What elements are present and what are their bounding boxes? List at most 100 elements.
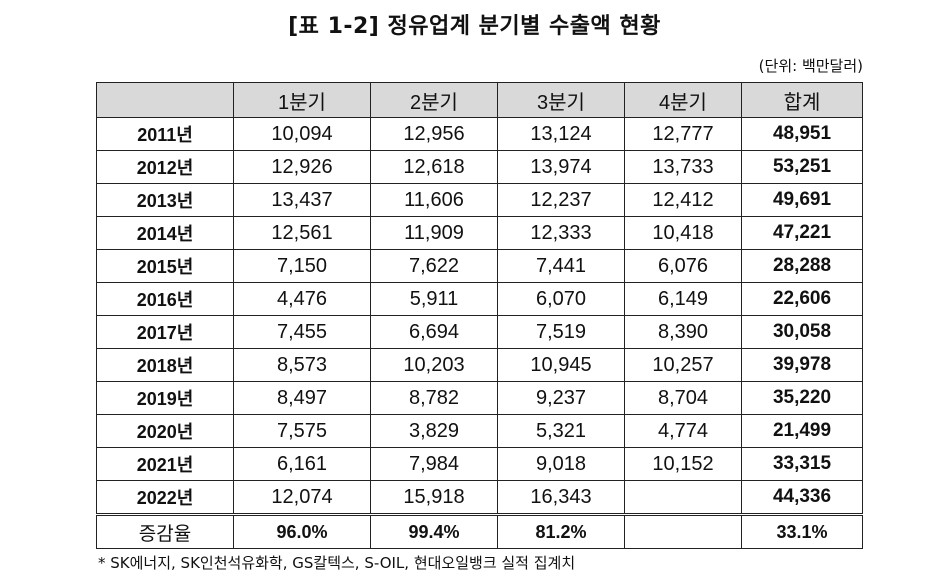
row-label: 2021년	[96, 447, 234, 481]
row-label: 2018년	[96, 348, 234, 382]
cell-q4	[624, 480, 742, 516]
row-label: 2015년	[96, 249, 234, 283]
cell-q4	[624, 514, 742, 549]
cell-q3: 9,018	[497, 447, 625, 481]
cell-total: 49,691	[741, 183, 863, 217]
row-label: 증감율	[96, 514, 234, 549]
table-row: 2011년 10,094 12,956 13,124 12,777 48,951	[96, 117, 863, 151]
row-label: 2013년	[96, 183, 234, 217]
cell-q3: 16,343	[497, 480, 625, 516]
cell-total: 33,315	[741, 447, 863, 481]
cell-q1: 13,437	[233, 183, 371, 217]
cell-q3: 7,441	[497, 249, 625, 283]
cell-q4: 12,412	[624, 183, 742, 217]
row-label: 2016년	[96, 282, 234, 316]
cell-q2: 11,909	[370, 216, 498, 250]
table-row: 2012년 12,926 12,618 13,974 13,733 53,251	[96, 150, 863, 184]
table-row: 2017년 7,455 6,694 7,519 8,390 30,058	[96, 315, 863, 349]
header-q1: 1분기	[233, 82, 371, 118]
cell-q3: 12,333	[497, 216, 625, 250]
cell-q1: 4,476	[233, 282, 371, 316]
header-total: 합계	[741, 82, 863, 118]
cell-q2: 5,911	[370, 282, 498, 316]
header-row: 1분기 2분기 3분기 4분기 합계	[96, 82, 863, 118]
cell-q2: 7,622	[370, 249, 498, 283]
table-row: 2014년 12,561 11,909 12,333 10,418 47,221	[96, 216, 863, 250]
cell-q2: 10,203	[370, 348, 498, 382]
source-footnote: * SK에너지, SK인천석유화학, GS칼텍스, S-OIL, 현대오일뱅크 …	[98, 554, 576, 572]
cell-q3: 5,321	[497, 414, 625, 448]
row-label: 2011년	[96, 117, 234, 151]
export-table: 1분기 2분기 3분기 4분기 합계 2011년 10,094 12,956 13,1…	[96, 82, 863, 549]
table-row: 2013년 13,437 11,606 12,237 12,412 49,691	[96, 183, 863, 217]
table-row: 2018년 8,573 10,203 10,945 10,257 39,978	[96, 348, 863, 382]
cell-total: 28,288	[741, 249, 863, 283]
unit-label: (단위: 백만달러)	[758, 57, 863, 75]
cell-q4: 8,704	[624, 381, 742, 415]
header-corner	[96, 82, 234, 118]
cell-q3: 81.2%	[497, 514, 625, 549]
table-row: 2020년 7,575 3,829 5,321 4,774 21,499	[96, 414, 863, 448]
cell-q2: 99.4%	[370, 514, 498, 549]
cell-q4: 10,418	[624, 216, 742, 250]
cell-q1: 8,497	[233, 381, 371, 415]
cell-q1: 6,161	[233, 447, 371, 481]
cell-q4: 8,390	[624, 315, 742, 349]
header-q2: 2분기	[370, 82, 498, 118]
table-row: 2019년 8,497 8,782 9,237 8,704 35,220	[96, 381, 863, 415]
cell-q3: 13,974	[497, 150, 625, 184]
row-label: 2014년	[96, 216, 234, 250]
cell-total: 53,251	[741, 150, 863, 184]
cell-q2: 12,956	[370, 117, 498, 151]
table-row: 2022년 12,074 15,918 16,343 44,336	[96, 480, 863, 516]
cell-q1: 10,094	[233, 117, 371, 151]
growth-row: 증감율 96.0% 99.4% 81.2% 33.1%	[96, 514, 863, 549]
cell-q4: 10,152	[624, 447, 742, 481]
cell-total: 21,499	[741, 414, 863, 448]
cell-q1: 7,455	[233, 315, 371, 349]
cell-q4: 13,733	[624, 150, 742, 184]
row-label: 2020년	[96, 414, 234, 448]
cell-q4: 4,774	[624, 414, 742, 448]
cell-q3: 6,070	[497, 282, 625, 316]
table-title: [표 1-2] 정유업계 분기별 수출액 현황	[288, 14, 661, 39]
cell-q4: 10,257	[624, 348, 742, 382]
cell-q1: 7,150	[233, 249, 371, 283]
cell-q2: 7,984	[370, 447, 498, 481]
cell-total: 48,951	[741, 117, 863, 151]
cell-total: 44,336	[741, 480, 863, 516]
cell-q1: 8,573	[233, 348, 371, 382]
table-row: 2021년 6,161 7,984 9,018 10,152 33,315	[96, 447, 863, 481]
row-label: 2012년	[96, 150, 234, 184]
cell-total: 39,978	[741, 348, 863, 382]
cell-q2: 12,618	[370, 150, 498, 184]
cell-q3: 9,237	[497, 381, 625, 415]
cell-q2: 11,606	[370, 183, 498, 217]
cell-total: 35,220	[741, 381, 863, 415]
cell-total: 33.1%	[741, 514, 863, 549]
cell-q2: 3,829	[370, 414, 498, 448]
cell-q3: 10,945	[497, 348, 625, 382]
cell-q3: 7,519	[497, 315, 625, 349]
cell-q2: 15,918	[370, 480, 498, 516]
cell-q1: 7,575	[233, 414, 371, 448]
table-row: 2015년 7,150 7,622 7,441 6,076 28,288	[96, 249, 863, 283]
cell-q4: 6,076	[624, 249, 742, 283]
cell-q1: 12,926	[233, 150, 371, 184]
cell-q1: 12,561	[233, 216, 371, 250]
cell-q1: 96.0%	[233, 514, 371, 549]
cell-q2: 6,694	[370, 315, 498, 349]
cell-q1: 12,074	[233, 480, 371, 516]
cell-q3: 13,124	[497, 117, 625, 151]
cell-q4: 12,777	[624, 117, 742, 151]
row-label: 2019년	[96, 381, 234, 415]
cell-total: 22,606	[741, 282, 863, 316]
header-q4: 4분기	[624, 82, 742, 118]
row-label: 2022년	[96, 480, 234, 516]
cell-q3: 12,237	[497, 183, 625, 217]
cell-total: 47,221	[741, 216, 863, 250]
row-label: 2017년	[96, 315, 234, 349]
header-q3: 3분기	[497, 82, 625, 118]
cell-q4: 6,149	[624, 282, 742, 316]
cell-total: 30,058	[741, 315, 863, 349]
